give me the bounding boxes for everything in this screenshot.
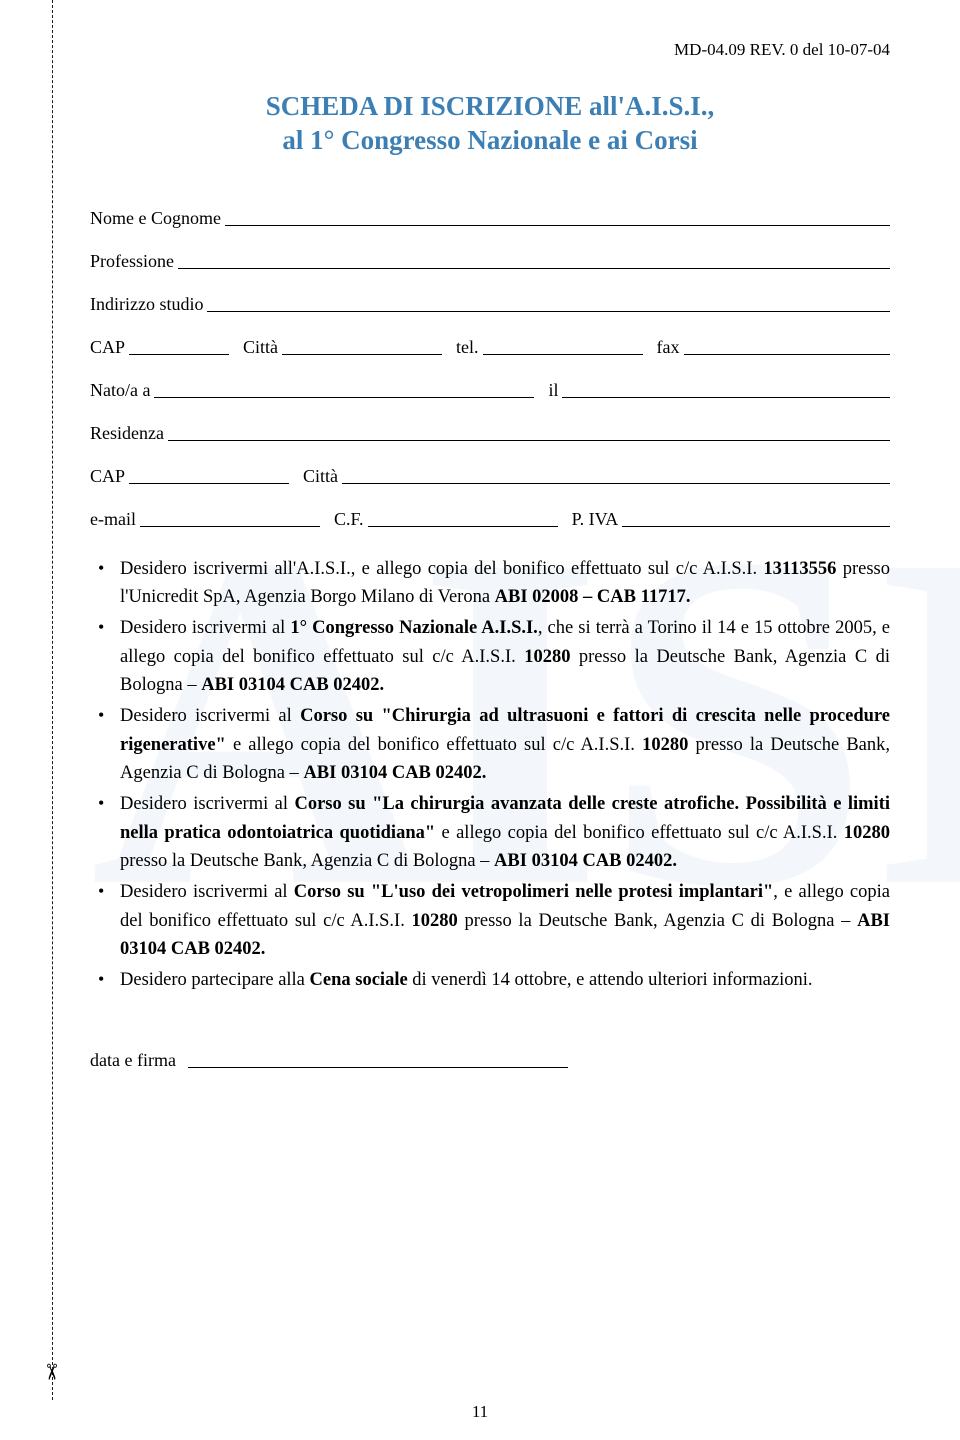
input-piva[interactable] [622, 526, 890, 527]
label-professione: Professione [90, 251, 178, 272]
b2-text-f: ABI 03104 CAB 02402. [201, 675, 384, 695]
option-corso-creste-atrofiche: Desidero iscrivermi al Corso su "La chir… [90, 790, 890, 876]
input-fax[interactable] [684, 354, 891, 355]
input-cap2[interactable] [129, 483, 289, 484]
label-nato: Nato/a a [90, 380, 154, 401]
label-residenza: Residenza [90, 423, 168, 444]
page-container: ✂ AISI MD-04.09 REV. 0 del 10-07-04 SCHE… [0, 0, 960, 1440]
input-citta[interactable] [282, 354, 442, 355]
b2-text-a: Desidero iscrivermi al [120, 618, 290, 638]
page-title: SCHEDA DI ISCRIZIONE all'A.I.S.I., al 1°… [90, 90, 890, 158]
b1-text-d: ABI 02008 – CAB 11717. [495, 587, 691, 607]
input-nato[interactable] [154, 397, 534, 398]
label-citta2: Città [303, 466, 342, 487]
b4-text-a: Desidero iscrivermi al [120, 794, 294, 814]
b4-text-c: e allego copia del bonifico effettuato s… [435, 823, 844, 843]
b3-text-c: e allego copia del bonifico effettuato s… [226, 735, 642, 755]
label-il: il [548, 380, 562, 401]
label-email: e-mail [90, 509, 140, 530]
option-iscrizione-aisi: Desidero iscrivermi all'A.I.S.I., e alle… [90, 555, 890, 612]
input-il[interactable] [562, 397, 890, 398]
field-cap-citta-tel-fax: CAP Città tel. fax [90, 337, 890, 358]
document-code: MD-04.09 REV. 0 del 10-07-04 [90, 40, 890, 60]
b5-text-d: 10280 [412, 911, 458, 931]
b3-text-a: Desidero iscrivermi al [120, 706, 300, 726]
b4-text-f: ABI 03104 CAB 02402. [494, 851, 677, 871]
input-citta2[interactable] [342, 483, 890, 484]
title-line-2: al 1° Congresso Nazionale e ai Corsi [90, 124, 890, 158]
option-congresso: Desidero iscrivermi al 1° Congresso Nazi… [90, 614, 890, 700]
b2-text-b: 1° Congresso Nazionale A.I.S.I. [290, 618, 537, 638]
b1-text-b: 13113556 [763, 559, 836, 579]
b6-text-b: Cena sociale [310, 970, 408, 990]
label-fax: fax [657, 337, 684, 358]
options-list: Desidero iscrivermi all'A.I.S.I., e alle… [90, 555, 890, 995]
field-email-cf-piva: e-mail C.F. P. IVA [90, 509, 890, 530]
b5-text-e: presso la Deutsche Bank, Agenzia C di Bo… [458, 911, 857, 931]
b2-text-d: 10280 [524, 647, 570, 667]
label-cap2: CAP [90, 466, 129, 487]
b1-text-a: Desidero iscrivermi all'A.I.S.I., e alle… [120, 559, 763, 579]
field-nome: Nome e Cognome [90, 208, 890, 229]
page-number: 11 [0, 1402, 960, 1422]
label-nome: Nome e Cognome [90, 208, 225, 229]
scissors-icon: ✂ [38, 1363, 64, 1381]
input-professione[interactable] [178, 268, 890, 269]
b4-text-e: presso la Deutsche Bank, Agenzia C di Bo… [120, 851, 494, 871]
field-indirizzo: Indirizzo studio [90, 294, 890, 315]
field-professione: Professione [90, 251, 890, 272]
signature-field: data e firma [90, 1050, 890, 1071]
b6-text-c: di venerdì 14 ottobre, e attendo ulterio… [408, 970, 813, 990]
input-cap[interactable] [129, 354, 229, 355]
label-citta: Città [243, 337, 282, 358]
b5-text-a: Desidero iscrivermi al [120, 882, 294, 902]
option-corso-chirurgia-ultrasuoni: Desidero iscrivermi al Corso su "Chirurg… [90, 702, 890, 788]
field-nato-il: Nato/a a il [90, 380, 890, 401]
label-piva: P. IVA [572, 509, 623, 530]
input-signature[interactable] [188, 1067, 568, 1068]
input-indirizzo[interactable] [207, 311, 890, 312]
label-indirizzo: Indirizzo studio [90, 294, 207, 315]
b4-text-d: 10280 [844, 823, 890, 843]
b3-text-f: ABI 03104 CAB 02402. [303, 763, 486, 783]
label-tel: tel. [456, 337, 483, 358]
cut-line [52, 0, 53, 1400]
field-cap2-citta2: CAP Città [90, 466, 890, 487]
field-residenza: Residenza [90, 423, 890, 444]
label-cf: C.F. [334, 509, 368, 530]
title-line-1: SCHEDA DI ISCRIZIONE all'A.I.S.I., [90, 90, 890, 124]
b5-text-b: Corso su "L'uso dei vetropolimeri nelle … [294, 882, 774, 902]
input-email[interactable] [140, 526, 320, 527]
label-cap: CAP [90, 337, 129, 358]
option-cena-sociale: Desidero partecipare alla Cena sociale d… [90, 966, 890, 995]
input-tel[interactable] [483, 354, 643, 355]
b3-text-d: 10280 [642, 735, 688, 755]
option-corso-vetropolimeri: Desidero iscrivermi al Corso su "L'uso d… [90, 878, 890, 964]
input-cf[interactable] [368, 526, 558, 527]
form-fields: Nome e Cognome Professione Indirizzo stu… [90, 208, 890, 530]
b6-text-a: Desidero partecipare alla [120, 970, 310, 990]
input-residenza[interactable] [168, 440, 890, 441]
label-signature: data e firma [90, 1050, 180, 1071]
input-nome[interactable] [225, 225, 890, 226]
